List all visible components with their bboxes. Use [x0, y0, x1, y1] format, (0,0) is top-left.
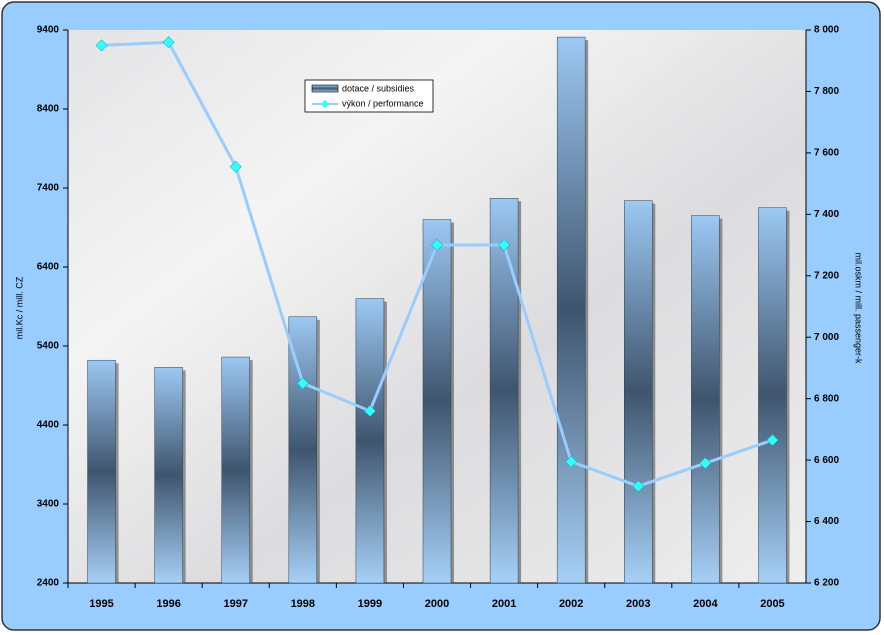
x-tick-label: 2002 — [559, 598, 583, 610]
line-marker — [229, 160, 242, 173]
legend-label: dotace / subsidies — [342, 83, 415, 93]
y-tick-label: 9400 — [37, 25, 60, 36]
y-tick-label: 7400 — [37, 183, 60, 194]
x-tick-label: 1999 — [358, 598, 382, 610]
y2-tick-label: 6 600 — [814, 455, 839, 466]
bar — [624, 200, 653, 584]
bar — [489, 198, 519, 584]
legend-marker — [320, 99, 330, 109]
x-tick-label: 2004 — [693, 598, 718, 610]
line-marker — [498, 239, 511, 252]
line-marker — [565, 455, 578, 468]
legend-label: výkon / performance — [342, 98, 424, 108]
x-tick-label: 2001 — [492, 598, 516, 610]
y-tick-label: 2400 — [37, 578, 60, 589]
y-tick-label: 8400 — [37, 104, 60, 115]
y2-tick-label: 7 200 — [814, 270, 839, 281]
bar — [556, 36, 586, 584]
legend-swatch — [311, 84, 339, 93]
line-marker — [766, 434, 779, 447]
bar — [288, 316, 318, 584]
bar — [154, 367, 183, 584]
line-marker — [296, 377, 309, 390]
y-tick-label: 3400 — [37, 499, 60, 510]
x-tick-label: 2005 — [760, 598, 784, 610]
y-tick-label: 5400 — [37, 341, 60, 352]
bar — [355, 298, 385, 584]
x-tick-label: 1995 — [89, 598, 113, 610]
y2-axis-label: mil.oskm / mill. passenger-k — [854, 252, 864, 364]
y2-tick-label: 6 200 — [814, 578, 839, 589]
line-marker — [363, 404, 376, 417]
bar — [422, 219, 452, 584]
line-marker — [699, 457, 712, 470]
bar — [221, 356, 250, 584]
x-tick-label: 1997 — [223, 598, 247, 610]
y-axis-label: mil.Kc / mill. CZ — [14, 276, 24, 339]
y2-tick-label: 7 000 — [814, 332, 839, 343]
y2-tick-label: 6 800 — [814, 393, 839, 404]
x-tick-label: 1998 — [291, 598, 315, 610]
bar — [87, 359, 116, 584]
y2-tick-label: 6 400 — [814, 516, 839, 527]
bar — [691, 215, 720, 584]
x-tick-label: 2000 — [425, 598, 449, 610]
line-marker — [162, 36, 175, 49]
y-tick-label: 6400 — [37, 262, 60, 273]
bar — [758, 207, 787, 584]
line-marker — [95, 39, 108, 52]
y2-tick-label: 7 600 — [814, 148, 839, 159]
x-tick-label: 1996 — [156, 598, 180, 610]
y-tick-label: 4400 — [37, 420, 60, 431]
y2-tick-label: 7 400 — [814, 209, 839, 220]
y2-tick-label: 8 000 — [814, 25, 839, 36]
x-tick-label: 2003 — [626, 598, 650, 610]
y2-tick-label: 7 800 — [814, 86, 839, 97]
line-marker — [632, 480, 645, 493]
line-marker — [430, 239, 444, 252]
